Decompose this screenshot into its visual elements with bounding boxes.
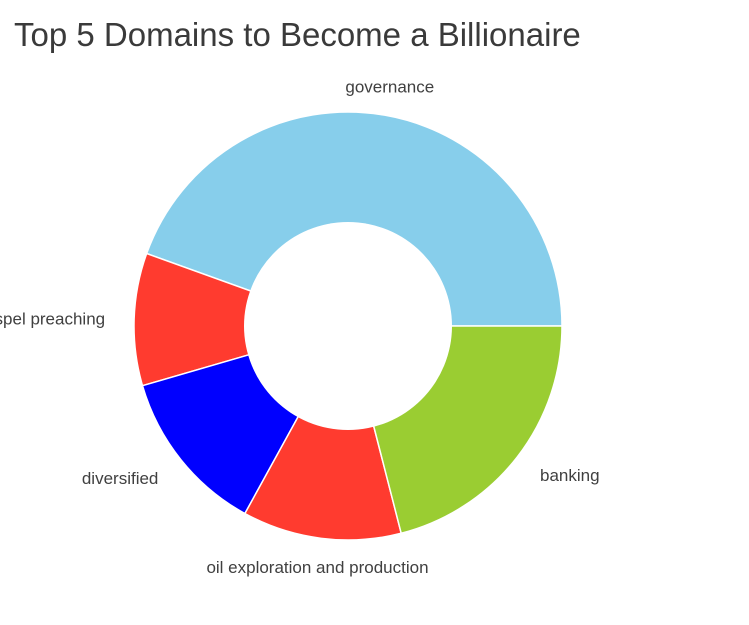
slice-oil-exploration-and-production [243, 323, 403, 541]
label-gospel-preaching: gospel preaching [0, 309, 105, 328]
labels-layer: governance gospel preaching diversified oil… [0, 78, 600, 577]
donut-hole [244, 222, 452, 430]
chart-title: Top 5 Domains to Become a Billionaire [14, 16, 581, 53]
slice-gospel-preaching [133, 252, 351, 387]
slice-governance [145, 111, 563, 327]
label-diversified: diversified [82, 469, 159, 488]
label-oil-exploration-and-production: oil exploration and production [206, 558, 428, 577]
label-governance: governance [345, 78, 434, 97]
label-banking: banking [540, 466, 600, 485]
